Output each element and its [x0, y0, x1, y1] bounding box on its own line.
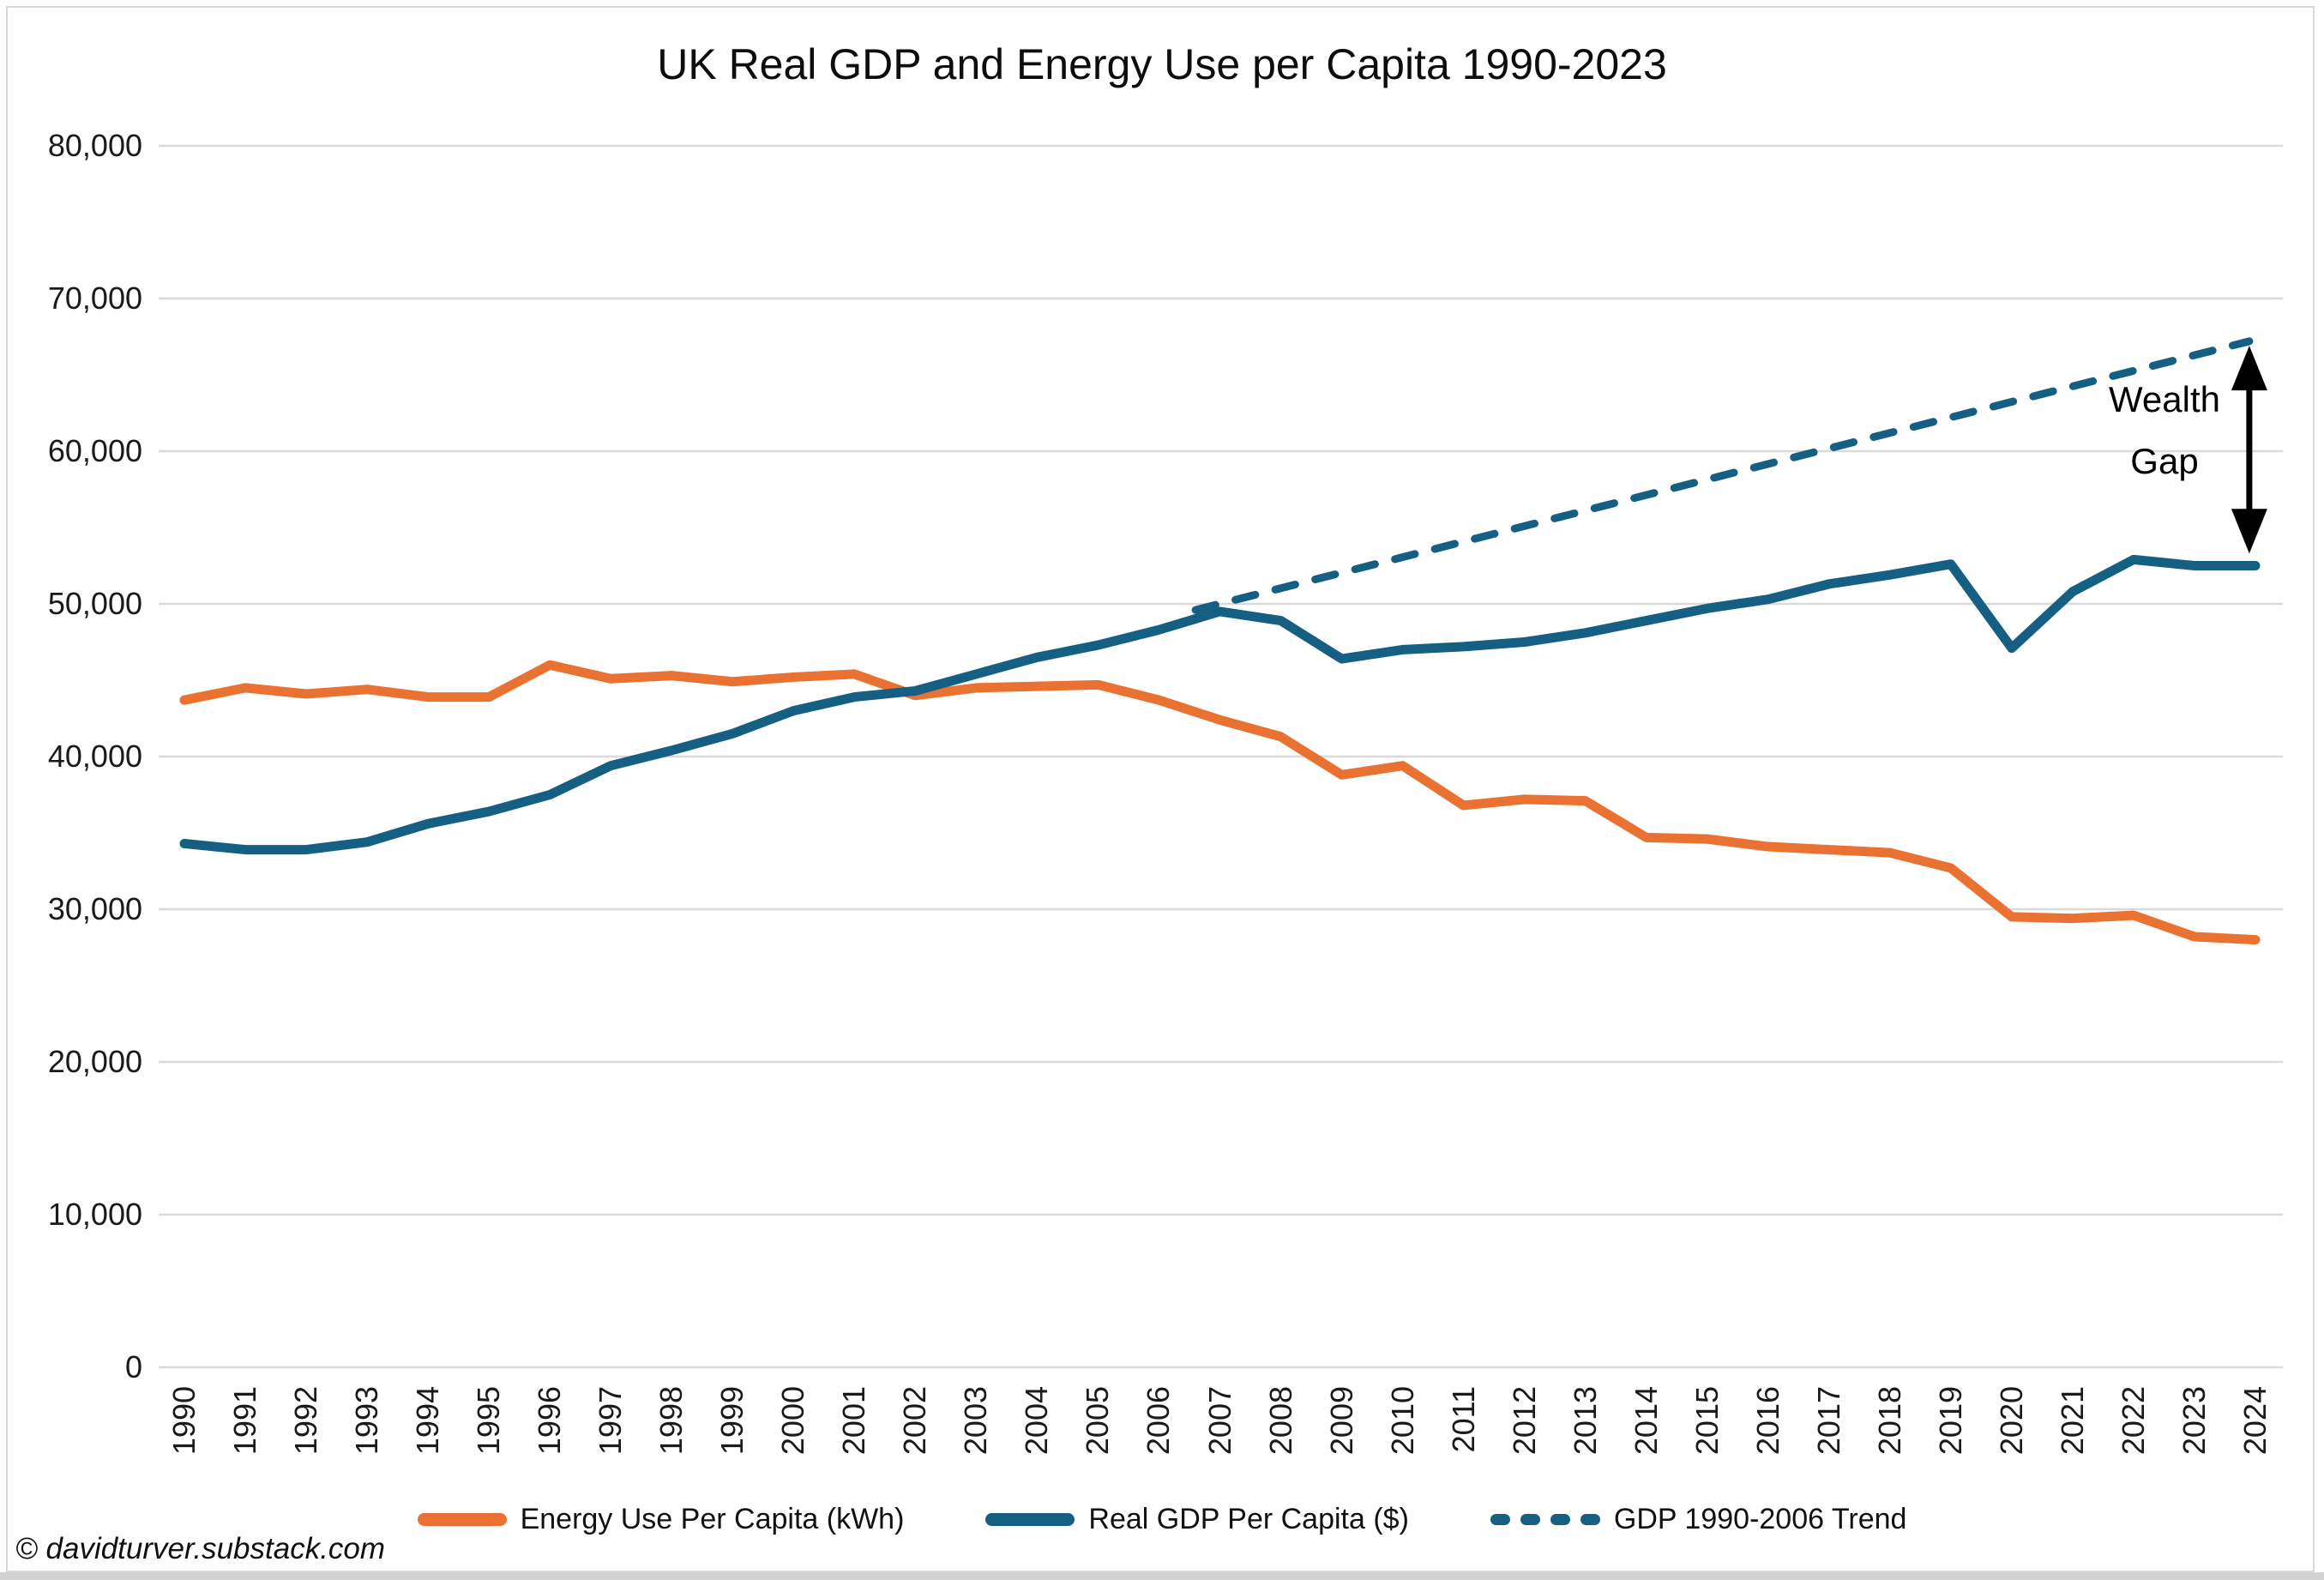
legend-item-energy: Energy Use Per Capita (kWh): [417, 1503, 905, 1536]
window-bottom-bar: [0, 1572, 2324, 1580]
trend-swatch-dash: [1550, 1514, 1570, 1525]
x-tick-label-text: 2022: [2115, 1386, 2151, 1456]
x-tick-label-text: 1991: [227, 1386, 263, 1456]
legend-label-energy: Energy Use Per Capita (kWh): [520, 1503, 905, 1535]
gdp-line: [179, 554, 2261, 855]
x-tick-label-text: 1995: [471, 1386, 507, 1456]
x-tick-label-text: 2001: [836, 1386, 872, 1456]
legend-item-trend: GDP 1990-2006 Trend: [1490, 1503, 1907, 1536]
x-tick-label-text: 1993: [349, 1386, 385, 1456]
x-tick-label-text: 1998: [653, 1386, 689, 1456]
x-tick-label-text: 2019: [1932, 1386, 1968, 1456]
wealth-gap-line2: Gap: [2130, 441, 2199, 481]
x-tick-label-text: 2020: [1993, 1386, 2029, 1456]
y-tick-label: 0: [124, 1349, 142, 1384]
y-tick-label: 30,000: [47, 891, 142, 926]
y-tick-label: 10,000: [47, 1197, 142, 1232]
x-tick-label-text: 2013: [1567, 1386, 1603, 1456]
trend-swatch-dash: [1490, 1514, 1510, 1525]
legend: Energy Use Per Capita (kWh) Real GDP Per…: [0, 1503, 2324, 1536]
x-tick-label-text: 2002: [897, 1386, 933, 1456]
wealth-gap-arrow-head-up: [2231, 346, 2267, 391]
x-tick-label-text: 2000: [775, 1386, 811, 1456]
x-tick-label-text: 2023: [2176, 1386, 2212, 1456]
x-tick-label-text: 1997: [593, 1386, 629, 1456]
energy-use-line: [179, 660, 2261, 945]
x-tick-label-text: 2006: [1141, 1386, 1177, 1456]
x-tick-label-text: 2024: [2237, 1386, 2273, 1456]
gdp-trend-line: [1191, 337, 2254, 614]
x-tick-label-text: 2012: [1506, 1386, 1542, 1456]
x-tick-label-text: 2018: [1871, 1386, 1907, 1456]
y-tick-label: 40,000: [47, 739, 142, 774]
trend-swatch-dash: [1520, 1514, 1540, 1525]
x-tick-label-text: 2003: [958, 1386, 994, 1456]
y-tick-label: 60,000: [47, 433, 142, 468]
x-tick-label-text: 2017: [1810, 1386, 1846, 1456]
y-tick-label: 20,000: [47, 1044, 142, 1079]
gdp-line-swatch: [985, 1513, 1075, 1526]
watermark: © davidturver.substack.com: [15, 1532, 386, 1565]
energy-line-swatch: [417, 1513, 507, 1526]
x-tick-label-text: 1994: [410, 1386, 446, 1456]
x-tick-label-text: 2008: [1262, 1386, 1298, 1456]
x-tick-label-text: 2015: [1689, 1386, 1725, 1456]
chart-title: UK Real GDP and Energy Use per Capita 19…: [657, 40, 1667, 88]
x-tick-label-text: 1992: [288, 1386, 324, 1456]
x-tick-label-text: 2016: [1749, 1386, 1785, 1456]
y-tick-label: 50,000: [47, 586, 142, 621]
x-tick-label-text: 1990: [166, 1386, 202, 1456]
legend-label-gdp: Real GDP Per Capita ($): [1088, 1503, 1409, 1535]
x-tick-label-text: 2009: [1323, 1386, 1359, 1456]
x-tick-label-text: 2004: [1019, 1386, 1055, 1456]
x-tick-label-text: 2014: [1628, 1386, 1664, 1456]
wealth-gap-annotation: Wealth Gap: [2053, 369, 2276, 492]
y-tick-label: 70,000: [47, 280, 142, 316]
x-tick-label-text: 2005: [1080, 1386, 1116, 1456]
x-tick-label-text: 1999: [714, 1386, 750, 1456]
wealth-gap-line1: Wealth: [2109, 379, 2220, 419]
wealth-gap-arrow-head-down: [2231, 509, 2267, 554]
x-tick-label-text: 2011: [1445, 1386, 1481, 1453]
x-tick-label-text: 2010: [1384, 1386, 1420, 1456]
trend-swatch-dash: [1580, 1514, 1600, 1525]
trend-line-swatch: [1490, 1514, 1600, 1525]
y-tick-label: 80,000: [47, 128, 142, 163]
x-tick-label-text: 1996: [532, 1386, 568, 1456]
legend-label-trend: GDP 1990-2006 Trend: [1613, 1503, 1907, 1535]
x-tick-label-text: 2007: [1201, 1386, 1237, 1456]
x-tick-label-text: 2021: [2054, 1386, 2090, 1456]
legend-item-gdp: Real GDP Per Capita ($): [985, 1503, 1409, 1536]
